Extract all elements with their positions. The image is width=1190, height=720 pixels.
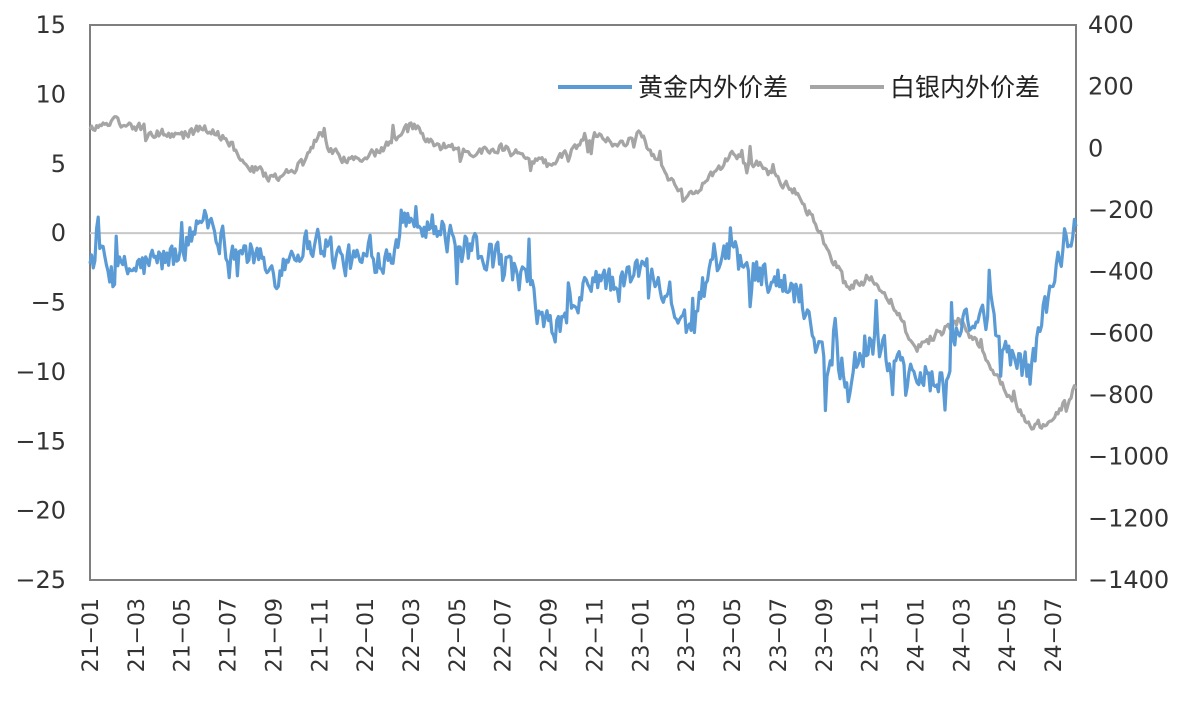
- left-tick-label: −25: [15, 566, 66, 594]
- left-axis-ticks: 15 10 5 0 −5 −10 −15 −20 −25: [15, 11, 66, 594]
- right-tick-label: −200: [1088, 196, 1154, 224]
- x-tick-label: 23−09: [813, 598, 838, 672]
- right-tick-label: −600: [1088, 319, 1154, 347]
- x-tick-label: 23−05: [721, 598, 746, 672]
- right-tick-label: −400: [1088, 258, 1154, 286]
- plot-frame: [89, 24, 1077, 581]
- right-tick-label: 0: [1088, 134, 1103, 162]
- x-tick-label: 22−03: [400, 598, 425, 672]
- legend-label-gold: 黄金内外价差: [638, 73, 788, 102]
- left-tick-label: 10: [35, 80, 66, 108]
- x-tick-label: 23−07: [767, 598, 792, 672]
- x-tick-label: 24−03: [950, 598, 975, 672]
- series-line-gold-spread: [88, 205, 1078, 413]
- left-tick-label: −10: [15, 358, 66, 386]
- x-axis-ticks: 21−01 21−03 21−05 21−07 21−09 21−11 22−01 22−03…: [79, 598, 1067, 672]
- x-tick-label: 22−01: [354, 598, 379, 672]
- x-tick-label: 21−09: [262, 598, 287, 672]
- x-tick-label: 21−03: [125, 598, 150, 672]
- x-tick-label: 21−01: [79, 598, 104, 672]
- x-tick-label: 22−05: [446, 598, 471, 672]
- x-tick-label: 22−07: [492, 598, 517, 672]
- x-tick-label: 21−07: [217, 598, 242, 672]
- x-tick-label: 23−01: [629, 598, 654, 672]
- x-tick-label: 23−11: [859, 598, 884, 672]
- left-tick-label: −5: [31, 289, 66, 317]
- right-tick-label: 200: [1088, 73, 1134, 101]
- legend: 黄金内外价差 白银内外价差: [558, 73, 1040, 102]
- left-tick-label: 0: [51, 219, 66, 247]
- series-line-silver-spread: [88, 115, 1078, 431]
- left-tick-label: 5: [51, 150, 66, 178]
- right-tick-label: −1000: [1088, 443, 1169, 471]
- axes: [89, 24, 1077, 581]
- right-tick-label: −1200: [1088, 504, 1169, 532]
- series-layer: [88, 115, 1078, 431]
- right-axis-ticks: 400 200 0 −200 −400 −600 −800 −1000 −1200 −1400: [1088, 11, 1169, 594]
- right-tick-label: −800: [1088, 381, 1154, 409]
- x-tick-label: 22−09: [538, 598, 563, 672]
- x-tick-label: 21−05: [171, 598, 196, 672]
- x-tick-label: 24−01: [904, 598, 929, 672]
- x-tick-label: 24−05: [996, 598, 1021, 672]
- right-tick-label: 400: [1088, 11, 1134, 39]
- x-tick-label: 22−11: [583, 598, 608, 672]
- legend-label-silver: 白银内外价差: [890, 73, 1040, 102]
- left-tick-label: −15: [15, 427, 66, 455]
- left-tick-label: −20: [15, 497, 66, 525]
- left-tick-label: 15: [35, 11, 66, 39]
- x-tick-label: 21−11: [308, 598, 333, 672]
- right-tick-label: −1400: [1088, 566, 1169, 594]
- x-tick-label: 24−07: [1042, 598, 1067, 672]
- x-tick-label: 23−03: [675, 598, 700, 672]
